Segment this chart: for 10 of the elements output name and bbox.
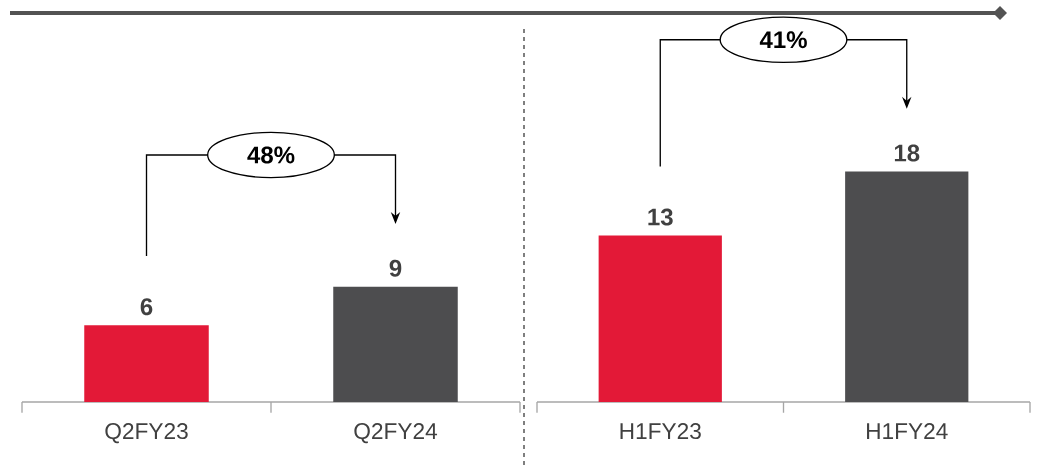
x-tick-label: H1FY24 — [867, 423, 948, 439]
data-label: 9 — [389, 259, 402, 277]
data-label: 13 — [648, 208, 673, 226]
x-tick-label: H1FY23 — [620, 423, 701, 440]
x-tick-label: Q2FY24 — [354, 423, 438, 444]
x-tick-label: Q2FY23 — [105, 423, 188, 444]
data-label: 18 — [894, 144, 920, 162]
text: 41% — [759, 31, 807, 49]
text: 48% — [247, 146, 295, 164]
data-label: 6 — [140, 298, 153, 316]
